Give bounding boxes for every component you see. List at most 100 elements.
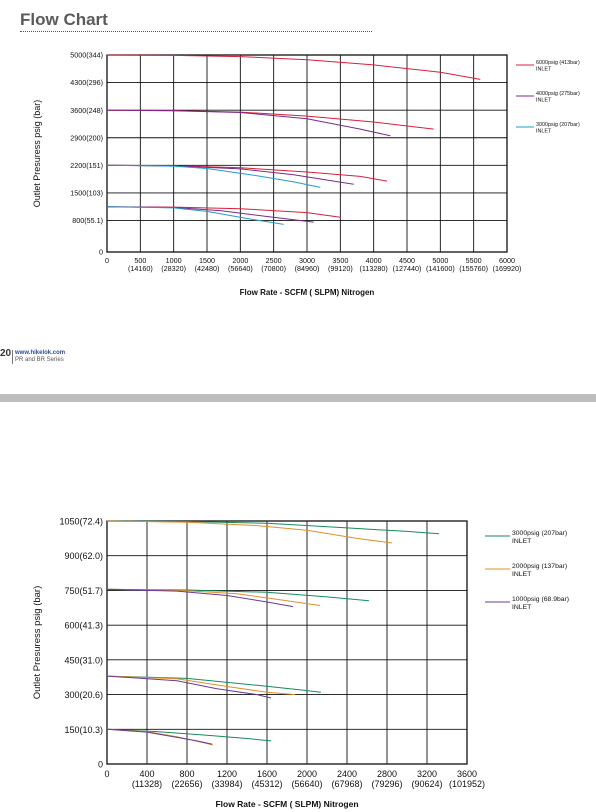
y-axis-title: Outlet Presuress psig (bar) [32,100,42,208]
y-tick-label: 800(55.1) [72,216,103,225]
x-tick-sublabel: (90624) [411,779,442,789]
series-line [106,164,321,188]
x-tick-label: 4500 [399,256,415,265]
y-tick-label: 150(10.3) [64,725,103,735]
x-tick-sublabel: (141600) [426,264,455,273]
x-tick-label: 2500 [266,256,282,265]
y-tick-label: 0 [98,760,103,770]
y-tick-label: 3600(248) [70,106,103,115]
series-line [106,206,284,225]
series-line [106,206,341,218]
series-line [106,588,294,608]
series-line [106,109,391,137]
legend-sublabel: INLET [536,66,552,72]
page-number: 20 [0,348,12,359]
x-tick-sublabel: (99120) [328,264,353,273]
x-tick-label: 2400 [337,769,357,779]
x-tick-sublabel: (84960) [295,264,320,273]
legend-label: 3000psig (207bar) [536,122,580,128]
x-tick-sublabel: (79296) [371,779,402,789]
series-line [106,520,440,535]
x-tick-sublabel: (56640) [291,779,322,789]
series-line [106,728,213,745]
x-tick-label: 3500 [332,256,348,265]
series-line [106,675,322,693]
series-line [106,206,314,223]
flow-chart-low-pressure: 0 400(11328) 800(22656) 1200(33984) 1600(453… [32,517,569,810]
x-tick-sublabel: (33984) [211,779,242,789]
x-axis-title: Flow Rate - SCFM ( SLPM) Nitrogen [240,288,375,297]
y-axis-title: Outlet Presuress psig (bar) [32,586,43,700]
x-tick-label: 3200 [417,769,437,779]
legend-label: 4000psig (275bar) [536,91,580,97]
y-tick-label: 450(31.0) [64,655,103,665]
y-tick-label: 1500(103) [70,189,103,198]
x-tick-label: 3600 [457,769,477,779]
series-line [106,54,481,80]
x-tick-label: 400 [139,769,154,779]
legend-sublabel: INLET [536,97,552,103]
y-tick-label: 2200(151) [70,161,103,170]
x-tick-sublabel: (155760) [459,264,488,273]
x-tick-sublabel: (56640) [228,264,253,273]
x-tick-sublabel: (67968) [331,779,362,789]
series-line [106,675,296,696]
page-divider [0,394,596,402]
plot-area [106,520,468,765]
x-tick-label: 5500 [466,256,482,265]
page-title: Flow Chart [20,10,108,29]
series-line [106,164,354,185]
x-tick-sublabel: (101952) [449,779,485,789]
x-tick-label: 3000 [299,256,315,265]
x-tick-sublabel: (45312) [251,779,282,789]
y-tick-label: 1050(72.4) [59,517,103,527]
x-tick-sublabel: (70800) [261,264,286,273]
y-tick-label: 4300(296) [70,78,103,87]
x-tick-label: 1000 [166,256,182,265]
x-tick-label: 2000 [297,769,317,779]
legend-sublabel: INLET [512,538,531,545]
y-tick-label: 2900(200) [70,133,103,142]
legend-sublabel: INLET [512,571,531,578]
legend-label: 1000psig (68.9bar) [512,596,569,603]
series-line [106,109,434,130]
legend-sublabel: INLET [512,604,531,611]
series-line [106,520,393,544]
legend-label: 6000psig (413bar) [536,60,580,66]
x-axis-title: Flow Rate - SCFM ( SLPM) Nitrogen [215,799,358,809]
legend-sublabel: INLET [536,128,552,134]
x-tick-label: 5000 [432,256,448,265]
x-tick-label: 2000 [232,256,248,265]
x-tick-sublabel: (11328) [132,779,162,789]
y-tick-label: 0 [99,248,103,257]
website-link[interactable]: www.hikelok.com [15,350,66,356]
x-tick-sublabel: (14160) [128,264,153,273]
x-tick-label: 1600 [257,769,277,779]
x-tick-label: 6000 [499,256,515,265]
y-tick-label: 600(41.3) [64,621,103,631]
y-tick-label: 5000(344) [70,51,103,60]
legend-label: 2000psig (137bar) [512,563,567,570]
x-tick-label: 0 [104,769,109,779]
x-tick-sublabel: (113280) [360,264,388,273]
x-tick-sublabel: (127440) [393,264,422,273]
y-tick-label: 750(51.7) [64,586,103,596]
x-tick-label: 2800 [377,769,397,779]
x-tick-label: 800 [179,769,194,779]
x-tick-sublabel: (42480) [195,264,220,273]
x-tick-label: 500 [134,256,146,265]
x-tick-label: 4000 [366,256,382,265]
title-underline [20,31,372,32]
x-tick-label: 1500 [199,256,215,265]
x-tick-sublabel: (169920) [493,264,522,273]
legend-label: 3000psig (207bar) [512,530,567,537]
x-tick-label: 0 [105,256,109,265]
y-tick-label: 300(20.6) [64,690,103,700]
x-tick-sublabel: (28320) [161,264,186,273]
x-tick-label: 1200 [217,769,237,779]
series-line [106,164,388,182]
series-line [106,588,321,606]
y-tick-label: 900(62.0) [64,551,103,561]
footer-separator [12,350,13,364]
x-tick-sublabel: (22656) [171,779,202,789]
